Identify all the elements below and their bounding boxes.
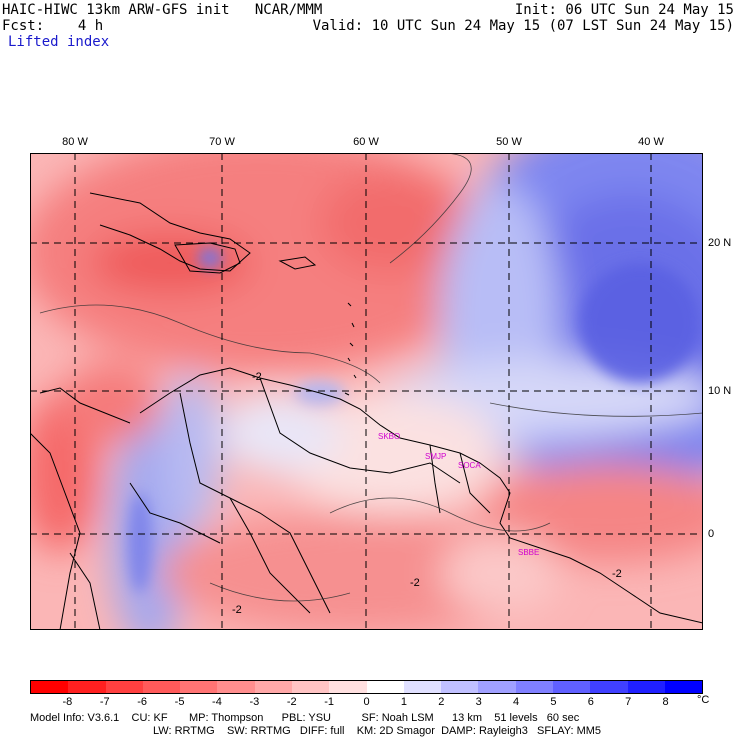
colorbar-tick-label: -8 [62, 696, 73, 708]
colorbar-segment [403, 681, 442, 693]
colorbar-segment [142, 681, 181, 693]
colorbar-tick-label: -5 [174, 696, 185, 708]
contours [39, 153, 703, 602]
contour-label: -2 [612, 568, 622, 580]
colorbar-segment [478, 681, 516, 693]
station-label: SBBE [518, 548, 540, 557]
station-label: SOCA [458, 461, 481, 470]
model-info-line2: LW: RRTMG SW: RRTMG DIFF: full KM: 2D Sm… [153, 725, 602, 737]
colorbar-segment [627, 681, 665, 693]
colorbar-tick-label: 0 [363, 696, 370, 708]
station-label: SMJP [425, 452, 447, 461]
colorbar-tick-label: 3 [475, 696, 482, 708]
field-name: Lifted index [8, 34, 110, 50]
colorbar-tick-label: 4 [512, 696, 520, 708]
lon-label-40w: 40 W [638, 136, 664, 148]
lon-label-60w: 60 W [353, 136, 379, 148]
colorbar-segment [31, 681, 69, 693]
colorbar-segment [254, 681, 292, 693]
colorbar-tick-label: 2 [438, 696, 445, 708]
lat-label-20n: 20 N [708, 237, 732, 249]
colorbar-tick-label: 1 [400, 696, 407, 708]
contour-label: -2 [252, 371, 262, 383]
contour-label: -2 [410, 577, 420, 589]
colorbar-segment [68, 681, 106, 693]
lon-label-50w: 50 W [496, 136, 522, 148]
colorbar-tick-label: -3 [249, 696, 260, 708]
lon-label-80w: 80 W [62, 136, 88, 148]
colorbar-segment [180, 681, 218, 693]
colorbar [30, 680, 703, 694]
init-time: Init: 06 UTC Sun 24 May 15 [514, 2, 734, 18]
model-title: HAIC-HIWC 13km ARW-GFS init NCAR/MMM [2, 2, 323, 18]
colorbar-tick-label: 6 [587, 696, 594, 708]
colorbar-segment [291, 681, 330, 693]
lon-label-70w: 70 W [209, 136, 235, 148]
lat-lon-grid [30, 153, 703, 630]
colorbar-tick-label: 5 [550, 696, 557, 708]
colorbar-segment [552, 681, 591, 693]
colorbar-segment [366, 681, 404, 693]
colorbar-segment [664, 681, 703, 693]
colorbar-segment [590, 681, 628, 693]
colorbar-segment [329, 681, 367, 693]
valid-time: Valid: 10 UTC Sun 24 May 15 (07 LST Sun … [312, 18, 734, 34]
colorbar-segment [105, 681, 143, 693]
contour-label: -2 [232, 604, 242, 616]
colorbar-segment [515, 681, 553, 693]
colorbar-tick-label: 8 [662, 696, 669, 708]
colorbar-tick-label: -7 [99, 696, 110, 708]
colorbar-tick-label: 7 [625, 696, 632, 708]
coastlines [30, 192, 703, 630]
lat-label-0: 0 [708, 528, 715, 540]
colorbar-unit: °C [697, 694, 710, 706]
lat-label-10n: 10 N [708, 385, 732, 397]
colorbar-tick-label: -2 [286, 696, 297, 708]
lifted-index-map [30, 153, 703, 630]
colorbar-segment [441, 681, 479, 693]
model-info-line1: Model Info: V3.6.1 CU: KF MP: Thompson P… [30, 712, 580, 724]
colorbar-segment [217, 681, 255, 693]
colorbar-tick-label: -4 [212, 696, 222, 708]
colorbar-tick-label: -6 [137, 696, 148, 708]
colorbar-tick-label: -1 [324, 696, 334, 708]
station-label: SKBO [378, 432, 401, 441]
forecast-hour: Fcst: 4 h [2, 18, 104, 34]
